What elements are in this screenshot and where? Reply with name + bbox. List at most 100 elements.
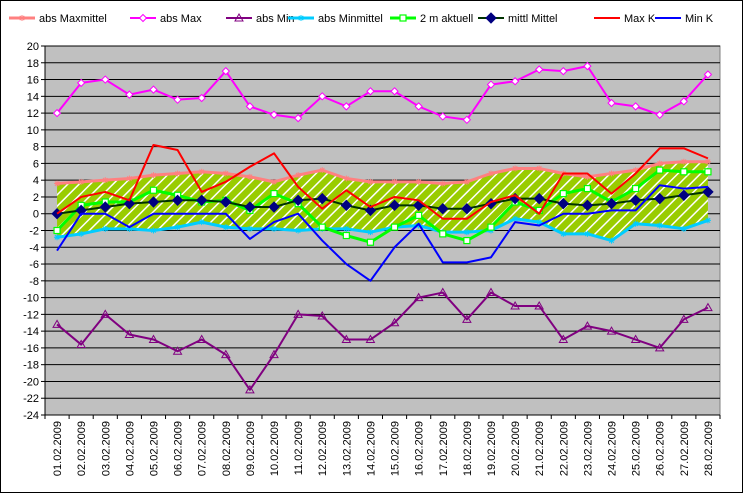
data-point [319, 167, 326, 174]
series-line [56, 184, 709, 282]
data-point [124, 329, 135, 338]
x-tick-label: 03.02.2009 [100, 421, 112, 476]
data-point [415, 178, 422, 185]
data-point [581, 199, 594, 212]
data-point [608, 170, 615, 177]
data-point [559, 66, 568, 76]
data-point [703, 302, 713, 312]
data-point [462, 314, 472, 323]
legend-item: abs Minmittel [288, 13, 383, 25]
data-point [557, 197, 570, 210]
data-point [391, 178, 398, 185]
data-point [462, 115, 472, 125]
data-point [149, 186, 158, 194]
data-point [316, 192, 328, 205]
data-point [608, 237, 615, 244]
data-point [704, 158, 711, 165]
data-point [704, 217, 711, 224]
data-point [271, 178, 278, 185]
data-point [656, 166, 664, 174]
data-point [605, 197, 618, 210]
data-point [630, 334, 641, 344]
data-point [487, 170, 494, 177]
data-point [222, 170, 229, 177]
data-point [234, 12, 244, 22]
y-tick-label: 16 [27, 75, 39, 87]
data-point [196, 334, 207, 344]
legend-label: 2 m aktuell [420, 13, 473, 25]
data-point [703, 70, 713, 79]
data-point [245, 384, 255, 394]
data-point [222, 224, 229, 231]
data-point [463, 229, 470, 236]
data-point [536, 219, 543, 226]
x-tick-label: 18.02.2009 [462, 421, 474, 476]
series-1 [52, 61, 713, 125]
legend-item: 2 m aktuell [390, 13, 473, 25]
data-point [341, 334, 352, 344]
data-point [220, 349, 231, 359]
data-point [172, 346, 183, 355]
y-tick-label: 14 [27, 91, 39, 103]
data-point [399, 14, 407, 22]
data-point [560, 230, 567, 237]
y-tick-label: 10 [27, 125, 39, 137]
data-point [174, 224, 181, 231]
data-point [534, 65, 544, 74]
series-6 [56, 143, 709, 220]
series-line [55, 168, 708, 244]
legend-item: mittl Mittel [478, 12, 558, 25]
data-point [270, 190, 278, 198]
data-point [584, 173, 591, 180]
data-point [78, 178, 85, 185]
y-tick-label: 20 [27, 41, 39, 53]
data-point [654, 192, 666, 205]
data-point [125, 90, 134, 99]
data-point [437, 202, 449, 215]
data-point [702, 186, 714, 198]
y-tick-label: -24 [23, 410, 39, 422]
x-tick-label: 11.02.2009 [293, 421, 305, 475]
data-point [583, 184, 592, 193]
x-tick-label: 08.02.2009 [221, 421, 233, 476]
data-point [512, 165, 519, 172]
data-point [52, 108, 62, 118]
data-point [485, 12, 497, 24]
data-point [463, 236, 471, 245]
data-point [558, 334, 569, 344]
data-point [654, 342, 665, 352]
y-tick-label: 18 [27, 58, 39, 70]
x-tick-label: 07.02.2009 [197, 421, 209, 476]
data-point [533, 192, 545, 205]
legend: abs Maxmittel abs Max abs Min abs Minmittel… [9, 12, 714, 25]
data-point [438, 112, 447, 121]
data-point [342, 102, 351, 111]
legend-item: abs Maxmittel [9, 13, 107, 25]
series-0 [54, 158, 711, 187]
data-point [680, 225, 687, 232]
series-7 [56, 184, 709, 282]
y-tick-label: 8 [33, 142, 39, 154]
x-tick-label: 04.02.2009 [124, 421, 136, 476]
data-point [655, 110, 664, 119]
y-tick-label: -6 [29, 259, 39, 271]
legend-label: abs Minmittel [318, 13, 383, 25]
data-point [318, 223, 326, 231]
data-point [583, 61, 592, 71]
data-point [195, 194, 208, 207]
x-tick-label: 09.02.2009 [245, 421, 257, 476]
data-point [173, 95, 182, 104]
data-point [198, 219, 205, 226]
data-point [244, 201, 256, 213]
data-point [269, 110, 279, 119]
y-tick-label: -12 [23, 309, 39, 321]
data-point [486, 80, 496, 89]
data-point [366, 87, 375, 96]
data-point [76, 339, 87, 349]
x-tick-label: 25.02.2009 [631, 421, 643, 476]
x-tick-label: 23.02.2009 [582, 421, 594, 476]
data-point [342, 231, 350, 240]
y-tick-label: -2 [29, 226, 39, 238]
data-point [246, 225, 253, 232]
